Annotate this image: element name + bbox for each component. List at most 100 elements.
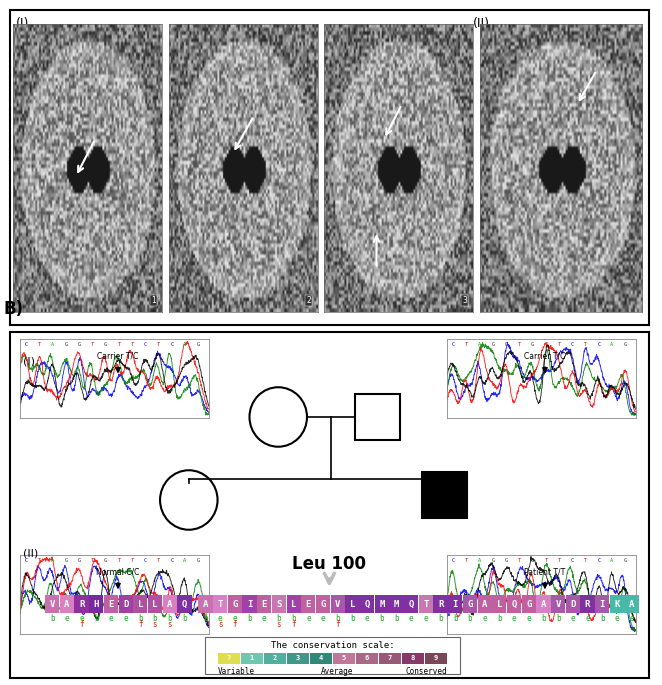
Text: C: C <box>571 558 574 563</box>
Text: A: A <box>167 599 172 608</box>
FancyBboxPatch shape <box>240 653 263 664</box>
Text: The conservation scale:: The conservation scale: <box>271 640 395 650</box>
Text: e: e <box>365 614 369 623</box>
Text: Q: Q <box>511 599 517 608</box>
FancyBboxPatch shape <box>448 595 463 613</box>
Text: b: b <box>203 614 208 623</box>
Text: G: G <box>526 599 532 608</box>
Text: A: A <box>610 558 614 563</box>
Text: G: G <box>64 342 68 347</box>
FancyBboxPatch shape <box>163 595 177 613</box>
Text: E: E <box>261 599 267 608</box>
FancyBboxPatch shape <box>310 653 332 664</box>
FancyBboxPatch shape <box>205 637 460 673</box>
Text: Conserved: Conserved <box>406 667 448 676</box>
Text: b: b <box>453 614 457 623</box>
Text: b: b <box>167 614 172 623</box>
Text: 4: 4 <box>318 655 323 661</box>
Text: R: R <box>79 599 84 608</box>
Text: e: e <box>526 614 531 623</box>
FancyBboxPatch shape <box>424 653 447 664</box>
Text: T: T <box>544 558 547 563</box>
Text: f: f <box>336 620 340 629</box>
Text: b: b <box>153 614 158 623</box>
Text: b: b <box>438 614 443 623</box>
Text: A: A <box>610 342 614 347</box>
Text: e: e <box>424 614 428 623</box>
FancyBboxPatch shape <box>402 653 424 664</box>
Text: e: e <box>571 614 575 623</box>
Text: A: A <box>479 558 481 563</box>
FancyBboxPatch shape <box>595 595 609 613</box>
Text: G: G <box>624 342 627 347</box>
FancyBboxPatch shape <box>272 595 286 613</box>
Text: b: b <box>394 614 399 623</box>
Text: e: e <box>512 614 516 623</box>
Text: b: b <box>248 614 252 623</box>
FancyBboxPatch shape <box>463 595 477 613</box>
FancyBboxPatch shape <box>316 595 330 613</box>
Text: b: b <box>350 614 355 623</box>
FancyBboxPatch shape <box>332 653 355 664</box>
FancyBboxPatch shape <box>228 595 242 613</box>
Text: 8: 8 <box>410 655 415 661</box>
Text: L: L <box>350 599 355 608</box>
FancyBboxPatch shape <box>379 653 401 664</box>
Text: G: G <box>491 558 495 563</box>
Text: G: G <box>104 558 107 563</box>
Text: e: e <box>79 614 84 623</box>
Text: G: G <box>77 558 81 563</box>
Text: T: T <box>557 558 561 563</box>
FancyBboxPatch shape <box>104 595 118 613</box>
Text: L: L <box>152 599 158 608</box>
Text: G: G <box>232 599 238 608</box>
Text: V: V <box>335 599 340 608</box>
Text: E: E <box>109 599 114 608</box>
FancyBboxPatch shape <box>566 595 580 613</box>
Text: f: f <box>138 620 143 629</box>
FancyBboxPatch shape <box>419 595 433 613</box>
Text: b: b <box>50 614 54 623</box>
FancyBboxPatch shape <box>346 595 359 613</box>
FancyBboxPatch shape <box>133 595 148 613</box>
Text: (I): (I) <box>23 356 34 366</box>
Text: T: T <box>584 342 587 347</box>
Text: A: A <box>52 342 54 347</box>
Text: D: D <box>123 599 128 608</box>
FancyBboxPatch shape <box>536 595 551 613</box>
Text: b: b <box>277 614 281 623</box>
Text: f: f <box>291 620 296 629</box>
Text: s: s <box>153 620 158 629</box>
Text: G: G <box>467 599 473 608</box>
Text: b: b <box>336 614 340 623</box>
Text: Q: Q <box>408 599 414 608</box>
Text: L: L <box>291 599 297 608</box>
Text: C: C <box>25 558 28 563</box>
Text: G: G <box>624 558 627 563</box>
Text: e: e <box>614 614 619 623</box>
FancyBboxPatch shape <box>218 653 240 664</box>
Text: A: A <box>183 342 187 347</box>
Text: C: C <box>452 558 455 563</box>
Text: T: T <box>117 558 120 563</box>
FancyBboxPatch shape <box>477 595 492 613</box>
Text: e: e <box>409 614 414 623</box>
Text: C: C <box>597 558 600 563</box>
Text: M: M <box>394 599 399 608</box>
Text: I: I <box>600 599 605 608</box>
Text: Patient T/T: Patient T/T <box>524 567 565 577</box>
Text: G: G <box>504 342 508 347</box>
Text: T: T <box>465 342 468 347</box>
Text: G: G <box>504 558 508 563</box>
Text: M: M <box>379 599 385 608</box>
Bar <box>355 394 400 440</box>
Text: T: T <box>157 342 160 347</box>
Text: s: s <box>167 620 172 629</box>
FancyBboxPatch shape <box>287 595 301 613</box>
Text: E: E <box>306 599 311 608</box>
Text: e: e <box>483 614 487 623</box>
FancyBboxPatch shape <box>375 595 389 613</box>
Text: T: T <box>518 558 521 563</box>
Text: (I): (I) <box>17 16 30 29</box>
Text: T: T <box>465 558 468 563</box>
